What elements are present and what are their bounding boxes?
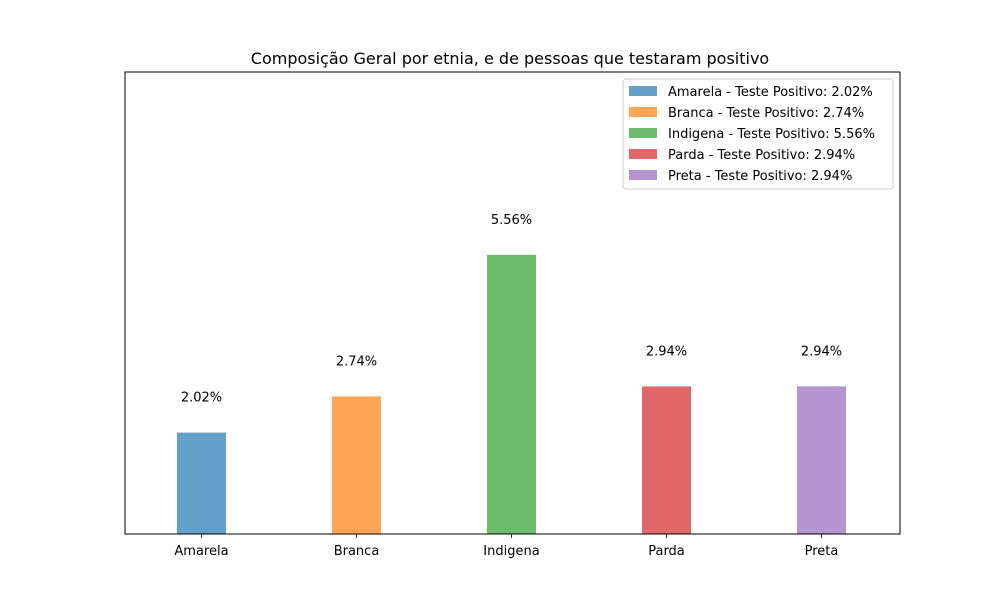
x-tick-label-parda: Parda (648, 544, 685, 559)
bar-parda (642, 386, 691, 534)
value-label-amarela: 2.02% (181, 391, 222, 406)
value-label-parda: 2.94% (646, 344, 687, 359)
x-tick-label-indigena: Indigena (483, 544, 539, 559)
legend: Amarela - Teste Positivo: 2.02% Branca - … (622, 78, 894, 190)
value-label-branca: 2.74% (336, 354, 377, 369)
value-label-preta: 2.94% (801, 344, 842, 359)
legend-label-parda: Parda - Teste Positivo: 2.94% (668, 148, 855, 163)
bar-branca (332, 396, 381, 534)
legend-box (622, 78, 894, 190)
x-tick-label-amarela: Amarela (174, 544, 228, 559)
legend-label-branca: Branca - Teste Positivo: 2.74% (668, 106, 864, 121)
legend-label-amarela: Amarela - Teste Positivo: 2.02% (668, 85, 873, 100)
legend-swatch-branca (629, 107, 657, 117)
legend-swatch-indigena (629, 128, 657, 138)
legend-swatch-preta (629, 170, 657, 180)
x-tick-label-preta: Preta (805, 544, 839, 559)
legend-swatch-amarela (629, 86, 657, 96)
plot-area-frame (124, 71, 901, 535)
legend-label-preta: Preta - Teste Positivo: 2.94% (668, 169, 852, 184)
bars-layer (177, 254, 846, 535)
value-labels-layer: 2.02% 2.74% 5.56% 2.94% 2.94% (181, 213, 842, 406)
bar-preta (797, 386, 846, 534)
value-label-indigena: 5.56% (491, 213, 532, 228)
legend-label-indigena: Indigena - Teste Positivo: 5.56% (668, 127, 875, 142)
legend-swatch-parda (629, 149, 657, 159)
bar-amarela (177, 432, 226, 534)
x-tick-label-branca: Branca (334, 544, 380, 559)
chart-title: Composição Geral por etnia, e de pessoas… (251, 49, 769, 68)
x-axis-ticks: Amarela Branca Indigena Parda Preta (174, 534, 838, 559)
bar-indigena (487, 254, 536, 535)
